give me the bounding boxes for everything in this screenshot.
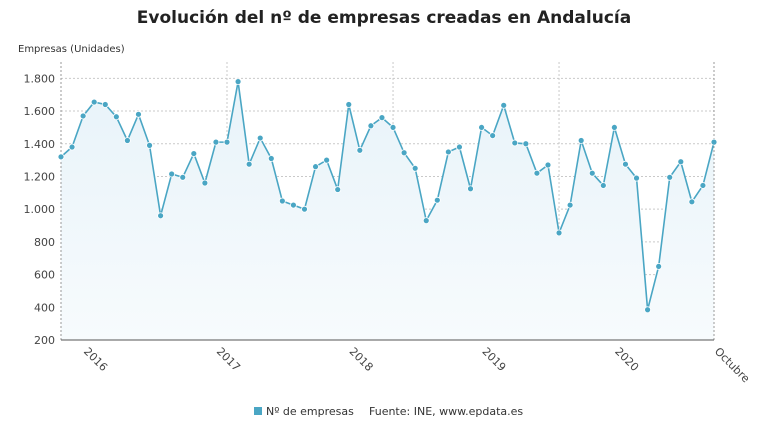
- y-tick-label: 1.000: [24, 203, 56, 216]
- data-point: [190, 150, 198, 157]
- data-point: [179, 173, 187, 181]
- data-point: [57, 153, 65, 161]
- data-point: [112, 113, 120, 121]
- area-layer: [61, 81, 714, 340]
- data-point: [500, 101, 508, 109]
- data-point: [588, 169, 596, 177]
- data-point: [79, 112, 87, 120]
- data-point: [422, 217, 430, 225]
- x-tick-label: 2018: [347, 345, 376, 374]
- data-point: [101, 101, 109, 108]
- data-point: [688, 198, 696, 206]
- data-point: [433, 196, 441, 204]
- data-point: [599, 182, 607, 189]
- data-point: [710, 138, 718, 146]
- data-point: [666, 173, 674, 181]
- data-point: [411, 164, 419, 172]
- data-point: [633, 174, 640, 182]
- data-point: [312, 163, 319, 171]
- data-point: [644, 306, 651, 314]
- data-point: [577, 137, 585, 144]
- legend-series-label: Nº de empresas: [266, 405, 354, 418]
- data-point: [345, 101, 353, 108]
- y-tick-label: 1.600: [24, 105, 56, 118]
- data-point: [522, 140, 530, 148]
- y-tick-label: 200: [34, 334, 55, 347]
- data-point: [124, 137, 131, 144]
- y-tick-label: 1.200: [24, 170, 56, 183]
- data-point: [334, 186, 342, 193]
- data-point: [677, 158, 685, 166]
- data-point: [201, 179, 209, 187]
- data-point: [555, 229, 563, 237]
- y-tick-label: 1.800: [24, 72, 56, 85]
- y-tick-label: 400: [34, 301, 55, 314]
- axes-layer: [60, 62, 715, 341]
- data-point: [245, 160, 253, 168]
- y-tick-label: 1.400: [24, 138, 56, 151]
- data-point: [699, 182, 707, 189]
- points-layer: [57, 78, 718, 314]
- x-tick-label: 2020: [612, 345, 641, 374]
- data-point: [168, 170, 176, 178]
- series-line: [60, 81, 715, 310]
- x-tick-label: Octubre: [712, 345, 752, 385]
- data-point: [467, 185, 474, 193]
- data-point: [456, 143, 463, 151]
- y-tick-label: 800: [34, 236, 55, 249]
- data-point: [212, 138, 220, 146]
- y-axis-label: Empresas (Unidades): [18, 44, 125, 55]
- data-point: [489, 132, 497, 139]
- data-point: [378, 114, 386, 121]
- data-point: [68, 143, 76, 151]
- data-point: [655, 263, 663, 270]
- data-point: [400, 149, 408, 157]
- data-point: [146, 141, 153, 149]
- x-tick-label: 2017: [214, 345, 243, 374]
- data-point: [622, 160, 629, 168]
- y-tick-label: 600: [34, 269, 55, 282]
- chart-title: Evolución del nº de empresas creadas en …: [136, 8, 632, 28]
- data-point: [444, 148, 452, 156]
- data-point: [356, 146, 364, 154]
- data-point: [544, 161, 552, 169]
- data-point: [301, 205, 308, 213]
- data-point: [256, 134, 264, 142]
- data-point: [389, 124, 397, 131]
- data-point: [267, 155, 275, 162]
- legend-swatch: [254, 407, 262, 415]
- data-point: [610, 124, 618, 131]
- data-point: [533, 169, 541, 177]
- data-point: [278, 197, 286, 205]
- data-point: [90, 98, 98, 106]
- data-point: [157, 212, 165, 220]
- data-point: [511, 139, 519, 147]
- x-tick-label: 2016: [81, 345, 110, 374]
- data-point: [223, 138, 231, 146]
- series-layer: [60, 81, 715, 310]
- data-point: [323, 156, 331, 164]
- source-text: Fuente: INE, www.epdata.es: [369, 405, 523, 418]
- legend: Nº de empresas Fuente: INE, www.epdata.e…: [254, 405, 523, 418]
- data-point: [478, 124, 485, 131]
- x-tick-label: 2019: [479, 345, 508, 374]
- data-point: [135, 110, 142, 118]
- data-point: [234, 78, 242, 86]
- area-fill: [61, 81, 714, 340]
- data-point: [566, 201, 574, 209]
- data-point: [367, 122, 375, 130]
- data-point: [290, 201, 297, 209]
